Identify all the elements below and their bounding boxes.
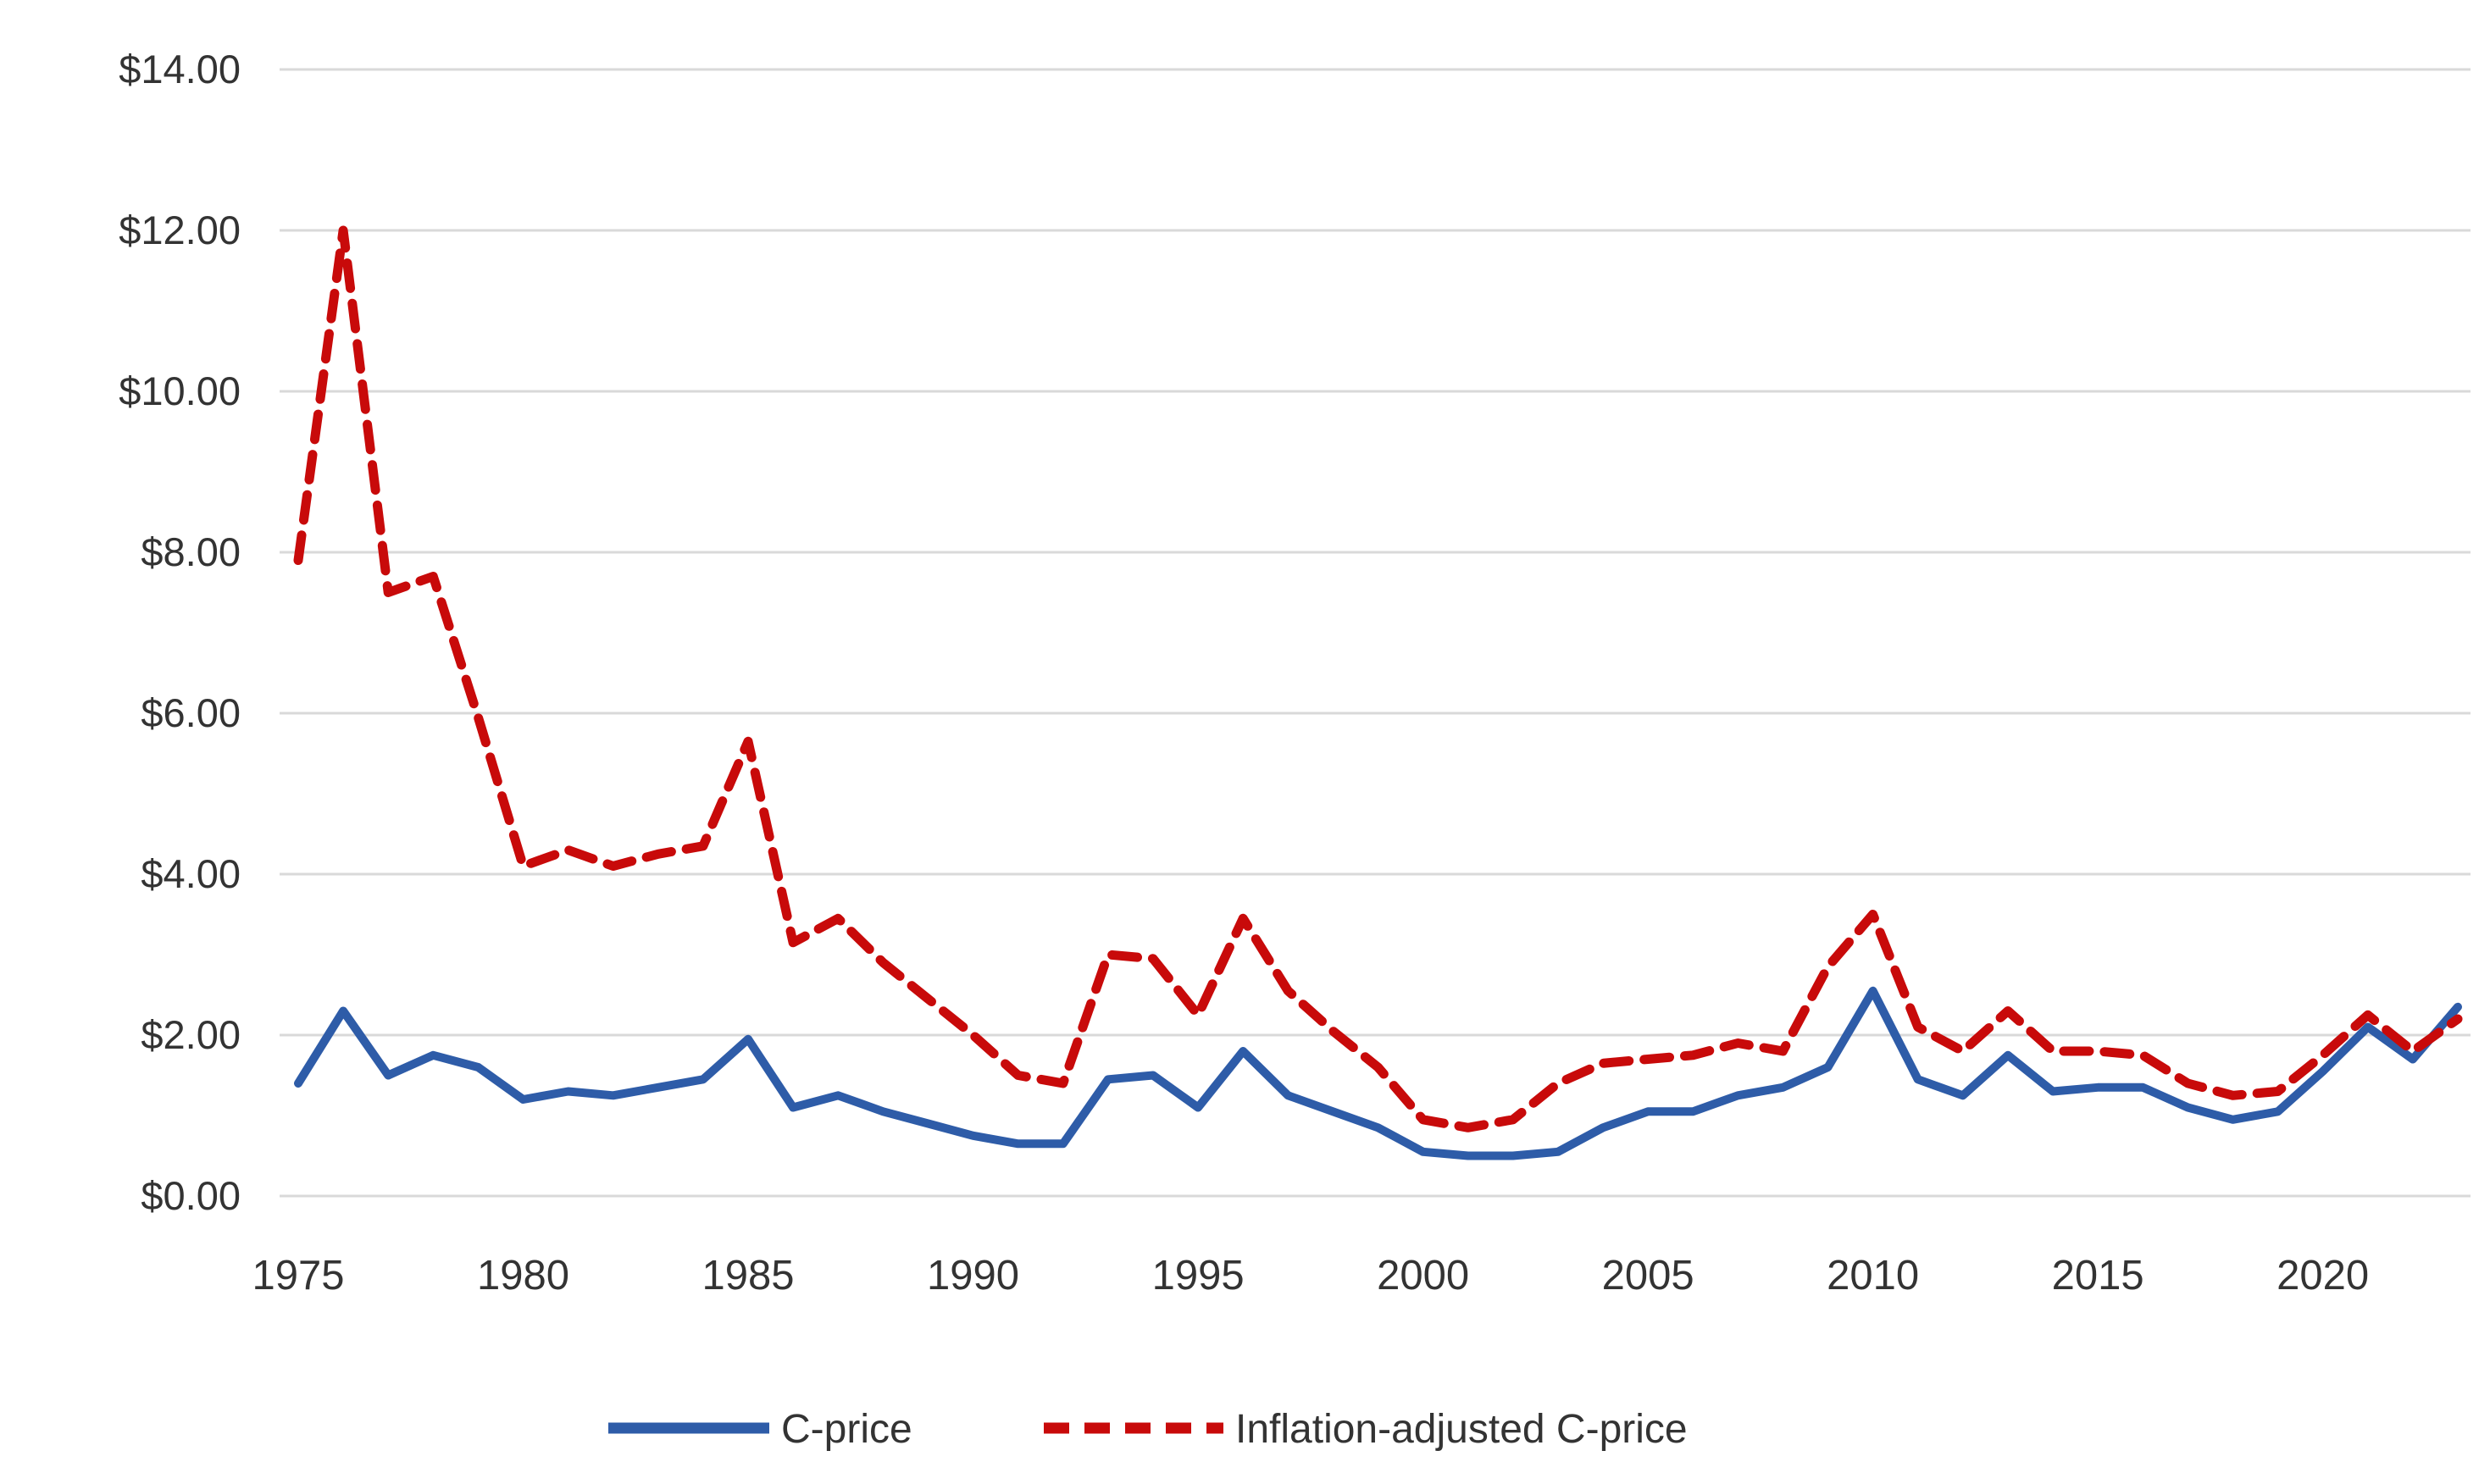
x-tick-label: 1990	[927, 1253, 1019, 1298]
x-axis-labels: 1975 1980 1985 1990 1995 2000 2005 2010 2015 2020	[252, 1253, 2369, 1298]
x-tick-label: 2015	[2052, 1253, 2144, 1298]
x-tick-label: 1995	[1152, 1253, 1245, 1298]
x-tick-label: 2000	[1377, 1253, 1469, 1298]
y-tick-label: $6.00	[141, 690, 241, 735]
y-tick-label: $2.00	[141, 1012, 241, 1057]
y-tick-label: $14.00	[119, 47, 241, 91]
y-tick-label: $0.00	[141, 1173, 241, 1218]
y-tick-label: $12.00	[119, 208, 241, 252]
gridlines	[280, 68, 2471, 1198]
series-cprice	[294, 986, 2462, 1160]
y-tick-label: $8.00	[141, 529, 241, 574]
legend: C-price Inflation-adjusted C-price	[608, 1407, 1688, 1452]
series-lines	[293, 225, 2463, 1160]
cprice-legend-label: C-price	[781, 1407, 912, 1452]
series-inflation-adjusted	[293, 225, 2463, 1132]
y-tick-label: $10.00	[119, 368, 241, 413]
x-tick-label: 2010	[1827, 1253, 1919, 1298]
x-tick-label: 1985	[702, 1253, 795, 1298]
x-tick-label: 1980	[477, 1253, 569, 1298]
y-tick-label: $4.00	[141, 851, 241, 896]
y-axis-labels: $0.00 $2.00 $4.00 $6.00 $8.00 $10.00 $12.00 $14…	[119, 47, 241, 1218]
inflation-legend-label: Inflation-adjusted C-price	[1235, 1407, 1688, 1452]
x-tick-label: 2005	[1602, 1253, 1694, 1298]
x-tick-label: 2020	[2276, 1253, 2369, 1298]
x-tick-label: 1975	[252, 1253, 344, 1298]
